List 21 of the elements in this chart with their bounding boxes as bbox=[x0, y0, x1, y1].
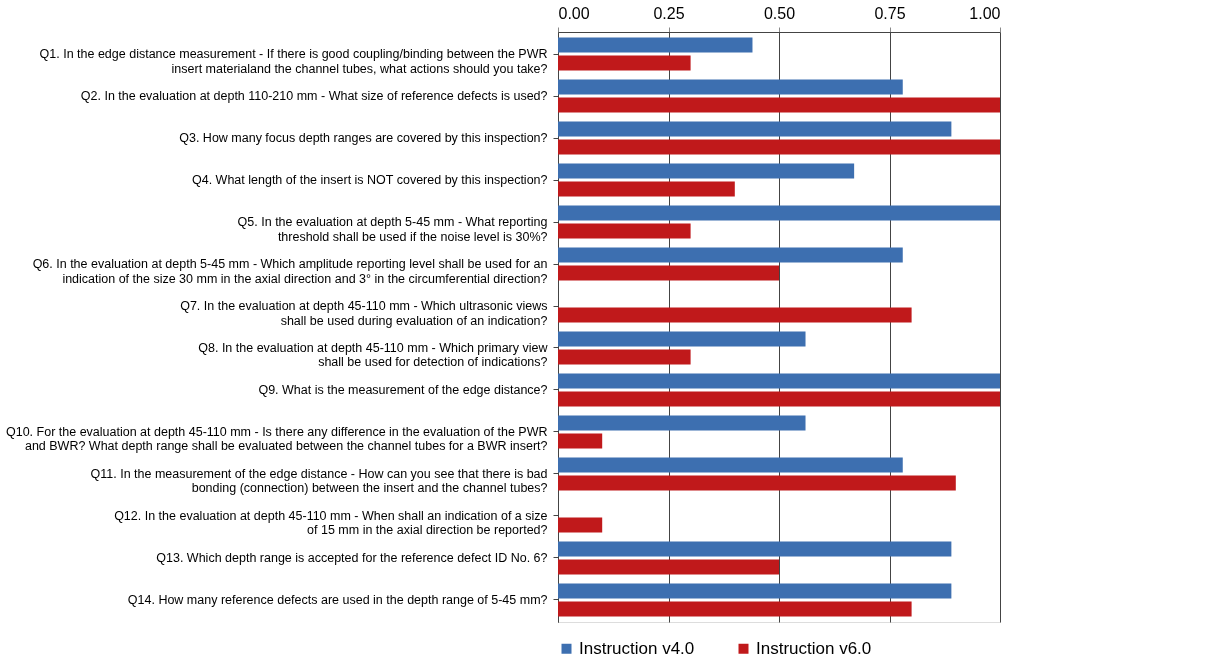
y-tick-label: Q2. In the evaluation at depth 110-210 mm - What size of reference defects is used? bbox=[80, 89, 548, 104]
y-tick-label: Q7. In the evaluation at depth 45-110 mm - Which ultrasonic views shall be used during evaluation of an indication? bbox=[180, 299, 548, 328]
x-tick-label: 1.00 bbox=[969, 4, 1001, 22]
y-tick-label: Q12. In the evaluation at depth 45-110 mm - When shall an indication of a size of 15 mm in the axial direction be reported? bbox=[114, 508, 548, 538]
x-tick-label: 0.00 bbox=[558, 4, 590, 22]
y-tick-label: Q11. In the measurement of the edge distance - How can you see that there is bad bonding (connection) between the insert and the channel tubes? bbox=[90, 466, 548, 496]
y-tick-label: Q13. Which depth range is accepted for the reference defect ID No. 6? bbox=[156, 550, 548, 565]
y-tick-label: Q14. How many reference defects are used in the depth range of 5-45 mm? bbox=[127, 592, 548, 607]
y-tick-label: Q1. In the edge distance measurement - If there is good coupling/binding between the PWR insert materialand the channel tubes, what actions should you take? bbox=[39, 47, 548, 76]
x-tick-label: 0.50 bbox=[763, 4, 796, 22]
x-tick-label: 0.75 bbox=[874, 4, 906, 22]
y-tick-label: Q5. In the evaluation at depth 5-45 mm - What reporting threshold shall be used if the noise level is 30%? bbox=[237, 215, 548, 244]
legend-label: Instruction v4.0 bbox=[579, 638, 695, 658]
y-tick-label: Q3. How many focus depth ranges are covered by this inspection? bbox=[179, 131, 548, 146]
legend-label: Instruction v6.0 bbox=[756, 638, 872, 658]
y-tick-label: Q9. What is the measurement of the edge distance? bbox=[258, 382, 548, 397]
y-tick-label: Q4. What length of the insert is NOT covered by this inspection? bbox=[192, 173, 548, 188]
y-tick-label: Q8. In the evaluation at depth 45-110 mm - Which primary view shall be used for detection of indications? bbox=[198, 341, 549, 370]
y-tick-label: Q6. In the evaluation at depth 5-45 mm - Which amplitude reporting level shall be used for an indication of the size 30 mm in the axial direction and 3° in the circumferential direction? bbox=[32, 257, 548, 286]
x-tick-label: 0.25 bbox=[653, 4, 685, 22]
y-tick-label: Q10. For the evaluation at depth 45-110 mm - Is there any difference in the evaluation of the PWR and BWR? What depth range shall be evaluated between the channel tubes for a BWR insert? bbox=[5, 424, 548, 454]
